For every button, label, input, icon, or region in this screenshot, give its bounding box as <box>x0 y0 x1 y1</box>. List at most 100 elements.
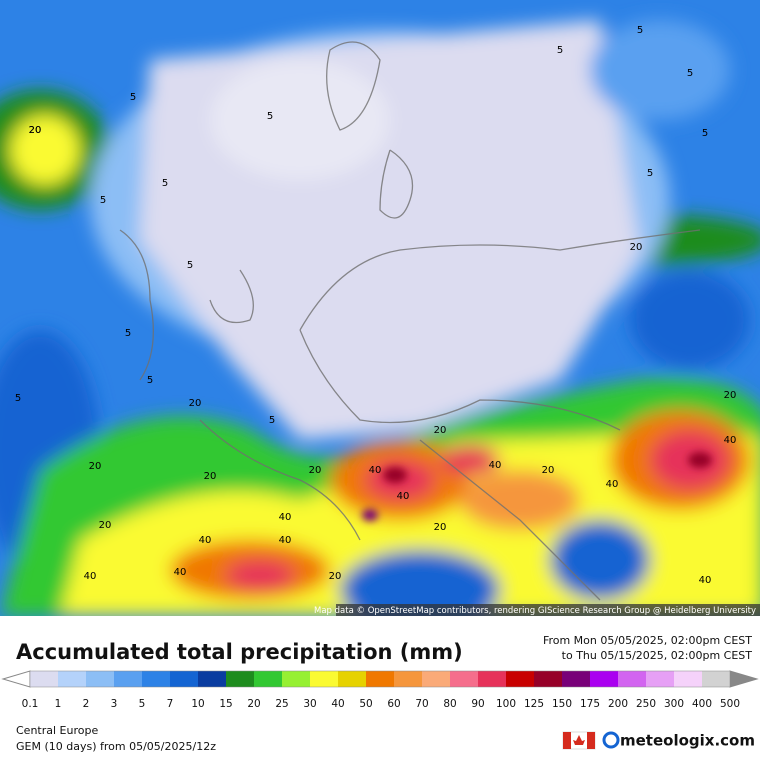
contour-label: 5 <box>15 393 21 404</box>
contour-label: 20 <box>29 125 42 136</box>
legend-arrow-left <box>1 670 31 688</box>
legend-swatch <box>366 671 394 687</box>
legend-label: 20 <box>247 698 260 710</box>
legend-label: 50 <box>359 698 372 710</box>
contour-label: 5 <box>187 260 193 271</box>
contour-label: 40 <box>489 460 502 471</box>
legend-swatch <box>450 671 478 687</box>
contour-label: 20 <box>630 242 643 253</box>
legend-swatch <box>198 671 226 687</box>
legend-label: 175 <box>580 698 600 710</box>
legend-swatch <box>674 671 702 687</box>
legend-swatch <box>86 671 114 687</box>
legend-swatch <box>618 671 646 687</box>
contour-label: 20 <box>329 571 342 582</box>
legend-arrow-right <box>729 670 759 688</box>
legend-swatch <box>534 671 562 687</box>
contour-label: 40 <box>606 479 619 490</box>
legend-label: 40 <box>331 698 344 710</box>
contour-label: 40 <box>699 575 712 586</box>
contour-label: 5 <box>687 68 693 79</box>
legend-label: 80 <box>443 698 456 710</box>
legend-label: 90 <box>471 698 484 710</box>
legend-swatch <box>590 671 618 687</box>
legend-frame <box>29 670 731 688</box>
logo-icon <box>602 731 620 749</box>
legend-swatch <box>170 671 198 687</box>
legend-label: 7 <box>167 698 174 710</box>
contour-label: 20 <box>434 522 447 533</box>
legend-swatch <box>114 671 142 687</box>
contour-label: 20 <box>189 398 202 409</box>
contour-label: 5 <box>130 92 136 103</box>
contour-label: 40 <box>279 512 292 523</box>
legend-label: 150 <box>552 698 572 710</box>
contour-label: 5 <box>162 178 168 189</box>
legend-label: 400 <box>692 698 712 710</box>
contour-label: 40 <box>369 465 382 476</box>
contour-label: 40 <box>84 571 97 582</box>
region: Central Europe <box>16 724 98 737</box>
attribution: Map data © OpenStreetMap contributors, r… <box>314 606 756 616</box>
legend-swatch <box>310 671 338 687</box>
legend-label: 5 <box>139 698 146 710</box>
contour-label: 40 <box>199 535 212 546</box>
contour-label: 20 <box>542 465 555 476</box>
contour-label: 40 <box>279 535 292 546</box>
legend-label: 60 <box>387 698 400 710</box>
legend-swatch <box>562 671 590 687</box>
contour-label: 20 <box>309 465 322 476</box>
legend-label: 3 <box>111 698 118 710</box>
model-run: GEM (10 days) from 05/05/2025/12z <box>16 740 216 753</box>
legend-label: 70 <box>415 698 428 710</box>
contour-label: 5 <box>637 25 643 36</box>
legend-label: 2 <box>83 698 90 710</box>
contour-label: 5 <box>267 111 273 122</box>
legend-swatch <box>478 671 506 687</box>
date-to: to Thu 05/15/2025, 02:00pm CEST <box>562 649 753 662</box>
legend-swatch <box>254 671 282 687</box>
legend-swatch <box>142 671 170 687</box>
legend-swatch <box>702 671 730 687</box>
contour-label: 5 <box>125 328 131 339</box>
legend-label: 10 <box>191 698 204 710</box>
legend-swatch <box>506 671 534 687</box>
legend-label: 15 <box>219 698 232 710</box>
legend-swatch <box>282 671 310 687</box>
contour-label: 5 <box>557 45 563 56</box>
contour-label: 5 <box>269 415 275 426</box>
legend-swatch <box>422 671 450 687</box>
legend-swatch <box>226 671 254 687</box>
legend-label: 0.1 <box>22 698 39 710</box>
date-from: From Mon 05/05/2025, 02:00pm CEST <box>543 634 752 647</box>
contour-label: 5 <box>100 195 106 206</box>
precipitation-map: 20 5 5 5 5 5 5 5 5 5 5 5 20 5 5 5 20 20 20 20 40 40 40 40 40 20 20… <box>0 0 760 616</box>
legend-label: 125 <box>524 698 544 710</box>
canada-flag <box>562 731 596 750</box>
legend-swatch <box>338 671 366 687</box>
contour-label: 40 <box>397 491 410 502</box>
legend: 0.1 1 2 3 5 7 10 15 20 25 30 40 50 60 70 80 90 100 125 150 1… <box>1 670 759 710</box>
contour-label: 20 <box>29 125 42 136</box>
contour-label: 5 <box>702 128 708 139</box>
legend-swatch <box>30 671 58 687</box>
legend-label: 500 <box>720 698 740 710</box>
legend-label: 30 <box>303 698 316 710</box>
contour-label: 5 <box>647 168 653 179</box>
contour-label: 20 <box>99 520 112 531</box>
brand: meteologix.com <box>620 732 755 750</box>
contour-label: 5 <box>147 375 153 386</box>
legend-swatch <box>58 671 86 687</box>
contour-label: 20 <box>724 390 737 401</box>
legend-label: 300 <box>664 698 684 710</box>
contour-label: 40 <box>724 435 737 446</box>
legend-label: 250 <box>636 698 656 710</box>
legend-label: 25 <box>275 698 288 710</box>
contour-label: 20 <box>89 461 102 472</box>
legend-label: 200 <box>608 698 628 710</box>
legend-label: 1 <box>55 698 62 710</box>
legend-swatch <box>394 671 422 687</box>
legend-label: 100 <box>496 698 516 710</box>
